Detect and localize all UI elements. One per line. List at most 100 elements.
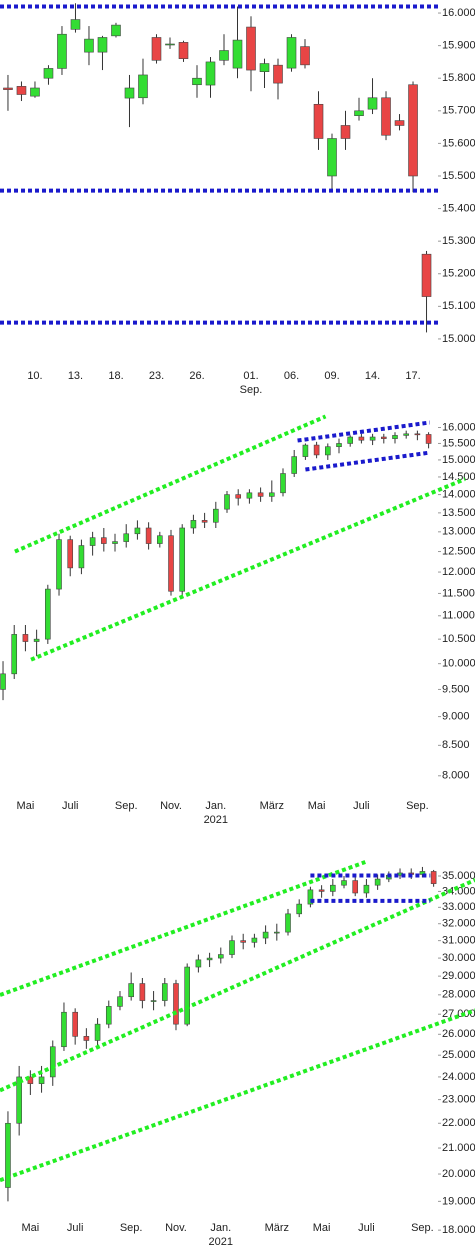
candle-body xyxy=(217,954,224,959)
x-tick-label: 01. xyxy=(243,370,258,382)
candle-body xyxy=(330,884,336,892)
candle-body xyxy=(43,68,54,79)
candle-body xyxy=(421,253,432,297)
trend-line xyxy=(0,878,475,1093)
x-tick-label: 13. xyxy=(68,370,83,382)
x-tick-label: Sep. xyxy=(406,800,429,812)
chart-panel: 16.000 15.900 15.800 15.700 15.600 15.500 15.4… xyxy=(0,3,475,396)
x-tick-label: März xyxy=(265,1222,289,1234)
candle-body xyxy=(257,492,264,497)
y-tick-label: 15.300 xyxy=(442,235,475,247)
candle-body xyxy=(352,880,359,894)
candle-body xyxy=(269,492,275,497)
x-tick-label: 09. xyxy=(324,370,339,382)
x-sublabel: 2021 xyxy=(209,1236,233,1248)
candle-body xyxy=(286,37,297,69)
candle-body xyxy=(313,444,320,456)
x-tick-label: 23. xyxy=(149,370,164,382)
candle-body xyxy=(128,983,134,998)
y-tick-label: 24.000 xyxy=(442,1071,475,1083)
y-tick-label: 35.000 xyxy=(442,870,475,882)
x-tick-label: 17. xyxy=(405,370,420,382)
candle-body xyxy=(33,638,40,642)
candle-body xyxy=(112,541,118,544)
y-tick-label: 14.000 xyxy=(442,489,475,501)
trend-line xyxy=(0,860,366,997)
candle-body xyxy=(300,46,310,66)
y-tick-label: 15.800 xyxy=(442,72,475,84)
y-tick-label: 14.500 xyxy=(442,471,475,483)
y-tick-label: 10.500 xyxy=(442,633,475,645)
x-tick-label: 10. xyxy=(27,370,42,382)
candle-body xyxy=(3,87,13,90)
candle-body xyxy=(94,1023,101,1041)
x-tick-label: Juli xyxy=(358,1222,375,1234)
candle-body xyxy=(97,37,108,53)
y-tick-label: 13.500 xyxy=(442,507,475,519)
x-tick-label: Mai xyxy=(17,800,35,812)
x-tick-label: Juli xyxy=(353,800,370,812)
candle-body xyxy=(425,434,432,444)
y-tick-label: 25.000 xyxy=(442,1049,475,1061)
candle-body xyxy=(213,508,219,523)
trend-line xyxy=(0,1008,475,1183)
candle-body xyxy=(327,138,337,177)
trend-line xyxy=(30,477,466,662)
candle-body xyxy=(206,957,213,961)
candle-body xyxy=(139,983,146,1001)
candle-body xyxy=(273,64,283,84)
candle-body xyxy=(89,537,96,546)
candle-body xyxy=(49,1046,56,1078)
candle-body xyxy=(354,110,364,116)
chart-panel: 16.000 15.500 15.000 14.500 14.000 13.500 13.0… xyxy=(0,414,475,826)
y-tick-label: 12.500 xyxy=(442,545,475,557)
y-tick-label: 30.000 xyxy=(442,952,475,964)
y-tick-label: 23.000 xyxy=(442,1094,475,1106)
candle-body xyxy=(78,545,85,569)
x-tick-label: 18. xyxy=(108,370,123,382)
y-tick-label: 9.000 xyxy=(442,711,470,723)
y-tick-label: 13.000 xyxy=(442,526,475,538)
candle-body xyxy=(408,84,418,177)
candle-body xyxy=(232,39,243,69)
y-tick-label: 32.000 xyxy=(442,918,475,930)
y-tick-label: 15.600 xyxy=(442,137,475,149)
x-tick-label: Sep. xyxy=(115,800,138,812)
x-tick-label: Nov. xyxy=(165,1222,187,1234)
y-tick-label: 22.000 xyxy=(442,1117,475,1129)
candle-body xyxy=(325,446,331,456)
trend-line xyxy=(14,414,327,554)
candle-body xyxy=(374,878,381,886)
candle-body xyxy=(340,125,351,139)
y-tick-label: 11.000 xyxy=(442,610,475,622)
x-tick-label: Jan. xyxy=(210,1222,231,1234)
y-tick-label: 15.000 xyxy=(442,333,475,345)
y-tick-label: 15.900 xyxy=(442,40,475,52)
candle-body xyxy=(235,494,242,499)
y-tick-label: 18.000 xyxy=(442,1224,475,1236)
x-tick-label: März xyxy=(260,800,284,812)
candle-body xyxy=(240,940,246,943)
candle-body xyxy=(11,634,18,675)
y-tick-label: 15.200 xyxy=(442,268,475,280)
candle-body xyxy=(56,539,62,590)
candle-body xyxy=(201,520,208,523)
candle-body xyxy=(105,1006,112,1025)
y-tick-label: 8.000 xyxy=(442,770,470,782)
candle-body xyxy=(178,42,189,59)
candle-body xyxy=(138,74,148,99)
candle-body xyxy=(307,889,314,905)
candle-body xyxy=(134,527,141,535)
candle-body xyxy=(145,527,152,544)
candle-body xyxy=(291,456,298,474)
trend-line xyxy=(297,420,430,443)
candle-body xyxy=(219,50,229,61)
candle-body xyxy=(124,87,135,99)
candle-body xyxy=(190,520,197,529)
y-tick-label: 21.000 xyxy=(442,1142,475,1154)
y-tick-label: 28.000 xyxy=(442,989,475,1001)
x-sublabel: Sep. xyxy=(240,384,263,396)
candle-body xyxy=(45,588,51,640)
x-tick-label: Juli xyxy=(67,1222,84,1234)
candle-body xyxy=(259,63,270,72)
